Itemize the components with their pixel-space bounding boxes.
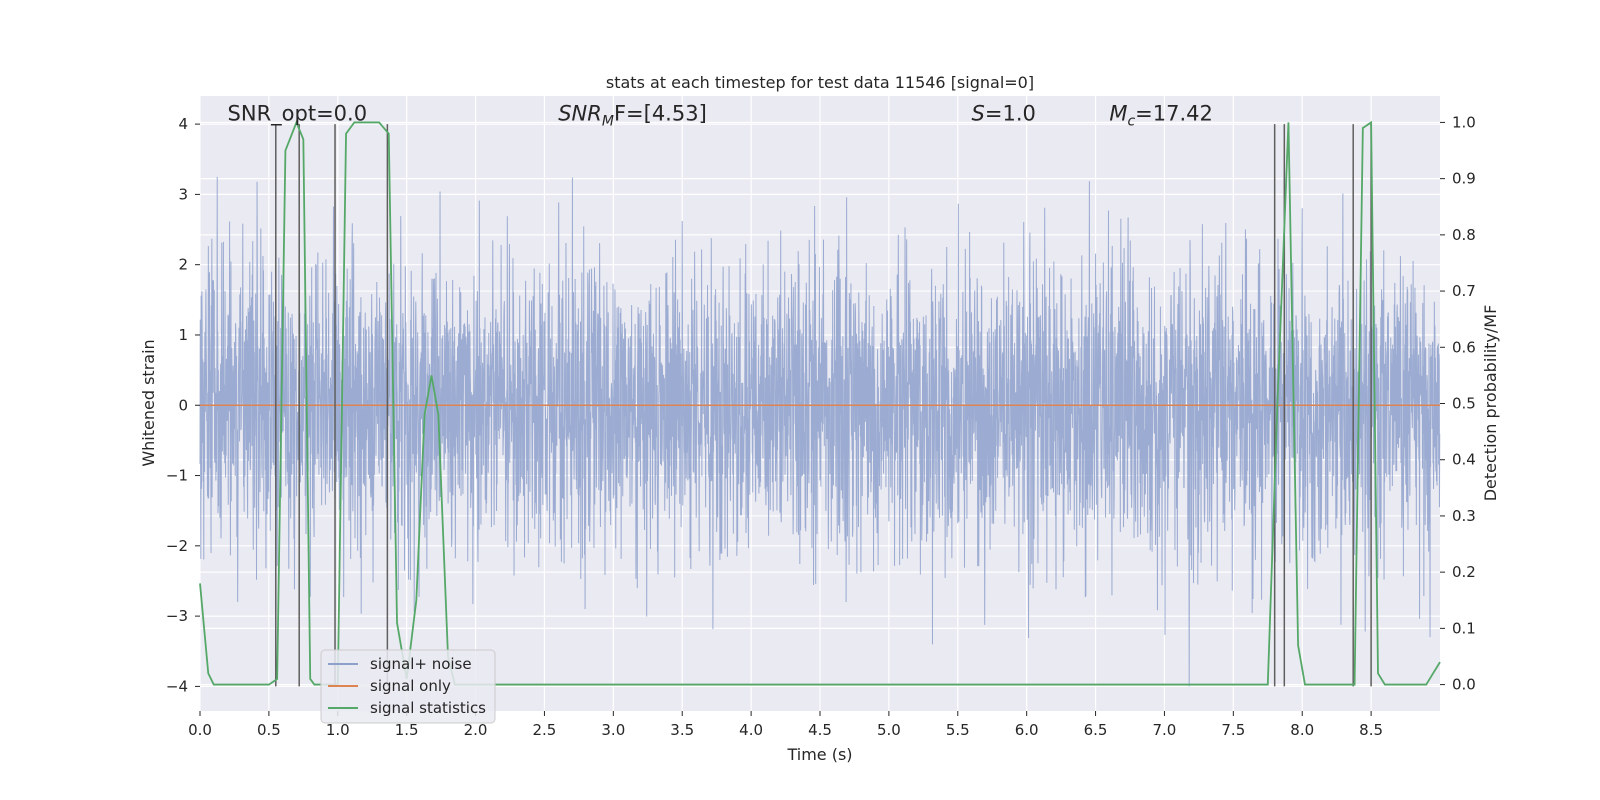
y-right-tick-label: 0.0	[1452, 676, 1476, 694]
x-tick-label: 2.5	[533, 721, 557, 739]
x-tick-label: 1.5	[395, 721, 419, 739]
annotation-mc: Mc=17.42	[1109, 102, 1213, 130]
y-tick-label: 2	[178, 256, 188, 274]
y-tick-label: −3	[166, 607, 188, 625]
y-tick-label: −2	[166, 537, 188, 555]
series-signal-noise	[199, 176, 1441, 687]
series-line-signal-statistics	[199, 119, 1441, 686]
x-tick-label: 7.5	[1221, 721, 1245, 739]
y-right-tick-label: 0.3	[1452, 507, 1476, 525]
axis-ticks: 0.0 0.5 1.0 1.5 2.0 2.5 3.0 3.5 4.0 4.5 5.0 5.5 6.0 6…	[166, 113, 1476, 739]
series-line-signal-noise	[199, 176, 1441, 687]
detection-markers	[275, 124, 1372, 687]
annotations: SNR_opt=0.0 SNRMF=[4.53] S=1.0 Mc=17.42	[228, 102, 1213, 130]
x-tick-label: 8.5	[1359, 721, 1383, 739]
y-tick-label: −1	[166, 467, 188, 485]
x-tick-label: 4.0	[739, 721, 763, 739]
legend-box	[320, 649, 496, 724]
y-tick-label: −4	[166, 677, 188, 695]
y-tick-label: 0	[178, 396, 188, 414]
y-right-tick-label: 0.9	[1452, 170, 1476, 188]
y-tick-label: 4	[178, 115, 188, 133]
y-right-tick-label: 0.2	[1452, 563, 1476, 581]
y-right-tick-label: 1.0	[1452, 113, 1476, 131]
y-right-tick-label: 0.1	[1452, 619, 1476, 637]
annotation-s: S=1.0	[972, 102, 1036, 126]
legend-label-signal-noise: signal+ noise	[370, 655, 472, 673]
y-right-tick-label: 0.4	[1452, 451, 1476, 469]
annotation-snr-opt: SNR_opt=0.0	[228, 102, 368, 127]
x-tick-label: 6.0	[1015, 721, 1039, 739]
x-tick-label: 1.0	[326, 721, 350, 739]
y-right-tick-label: 0.7	[1452, 282, 1476, 300]
y-right-tick-label: 0.5	[1452, 395, 1476, 413]
x-tick-label: 5.0	[877, 721, 901, 739]
x-tick-label: 6.5	[1084, 721, 1108, 739]
legend-label-signal-statistics: signal statistics	[370, 699, 486, 717]
x-tick-label: 0.0	[188, 721, 212, 739]
y-right-tick-label: 0.8	[1452, 226, 1476, 244]
x-tick-label: 3.5	[670, 721, 694, 739]
annotation-snr-mf: SNRMF=[4.53]	[558, 102, 707, 130]
x-tick-label: 2.0	[464, 721, 488, 739]
x-tick-label: 3.0	[601, 721, 625, 739]
y-tick-label: 1	[178, 326, 188, 344]
y-right-tick-label: 0.6	[1452, 338, 1476, 356]
x-axis-label: Time (s)	[786, 745, 852, 764]
y-axis-label-right: Detection probability/MF	[1481, 305, 1500, 502]
legend: signal+ noise signal only signal statist…	[320, 649, 496, 724]
series-signal-statistics	[199, 119, 1441, 686]
x-tick-label: 5.5	[946, 721, 970, 739]
y-tick-label: 3	[178, 185, 188, 203]
x-tick-label: 8.0	[1290, 721, 1314, 739]
x-tick-label: 0.5	[257, 721, 281, 739]
x-tick-label: 7.0	[1153, 721, 1177, 739]
y-axis-label: Whitened strain	[139, 339, 158, 466]
x-tick-label: 4.5	[808, 721, 832, 739]
legend-label-signal-only: signal only	[370, 677, 451, 695]
chart-title: stats at each timestep for test data 115…	[606, 73, 1034, 92]
